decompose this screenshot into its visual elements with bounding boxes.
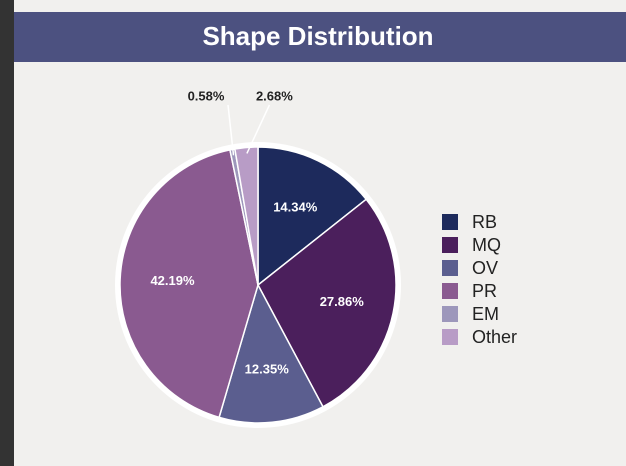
chart-title: Shape Distribution: [202, 21, 433, 51]
data-label: 12.35%: [245, 362, 290, 377]
pie-slice: [234, 146, 259, 286]
legend-label: MQ: [472, 235, 501, 255]
data-label: 27.86%: [320, 294, 365, 309]
pie-slice: [257, 198, 397, 408]
legend-label: OV: [472, 258, 498, 278]
legend-swatch: [442, 260, 458, 276]
data-label: 14.34%: [273, 199, 318, 214]
pie-slice: [119, 148, 259, 419]
legend-swatch: [442, 237, 458, 253]
pie-slice: [257, 146, 368, 287]
data-label: 0.58%: [188, 88, 225, 103]
legend-swatch: [442, 214, 458, 230]
legend-label: Other: [472, 327, 517, 347]
header-bar: [14, 12, 626, 62]
legend-swatch: [442, 283, 458, 299]
left-edge: [0, 0, 14, 466]
legend-label: RB: [472, 212, 497, 232]
data-label: 42.19%: [150, 273, 195, 288]
legend-swatch: [442, 329, 458, 345]
leader-line: [227, 104, 235, 156]
legend-label: PR: [472, 281, 497, 301]
legend-label: EM: [472, 304, 499, 324]
leader-line: [246, 104, 271, 154]
pie-slice: [218, 283, 324, 424]
data-label: 2.68%: [256, 88, 293, 103]
legend-swatch: [442, 306, 458, 322]
